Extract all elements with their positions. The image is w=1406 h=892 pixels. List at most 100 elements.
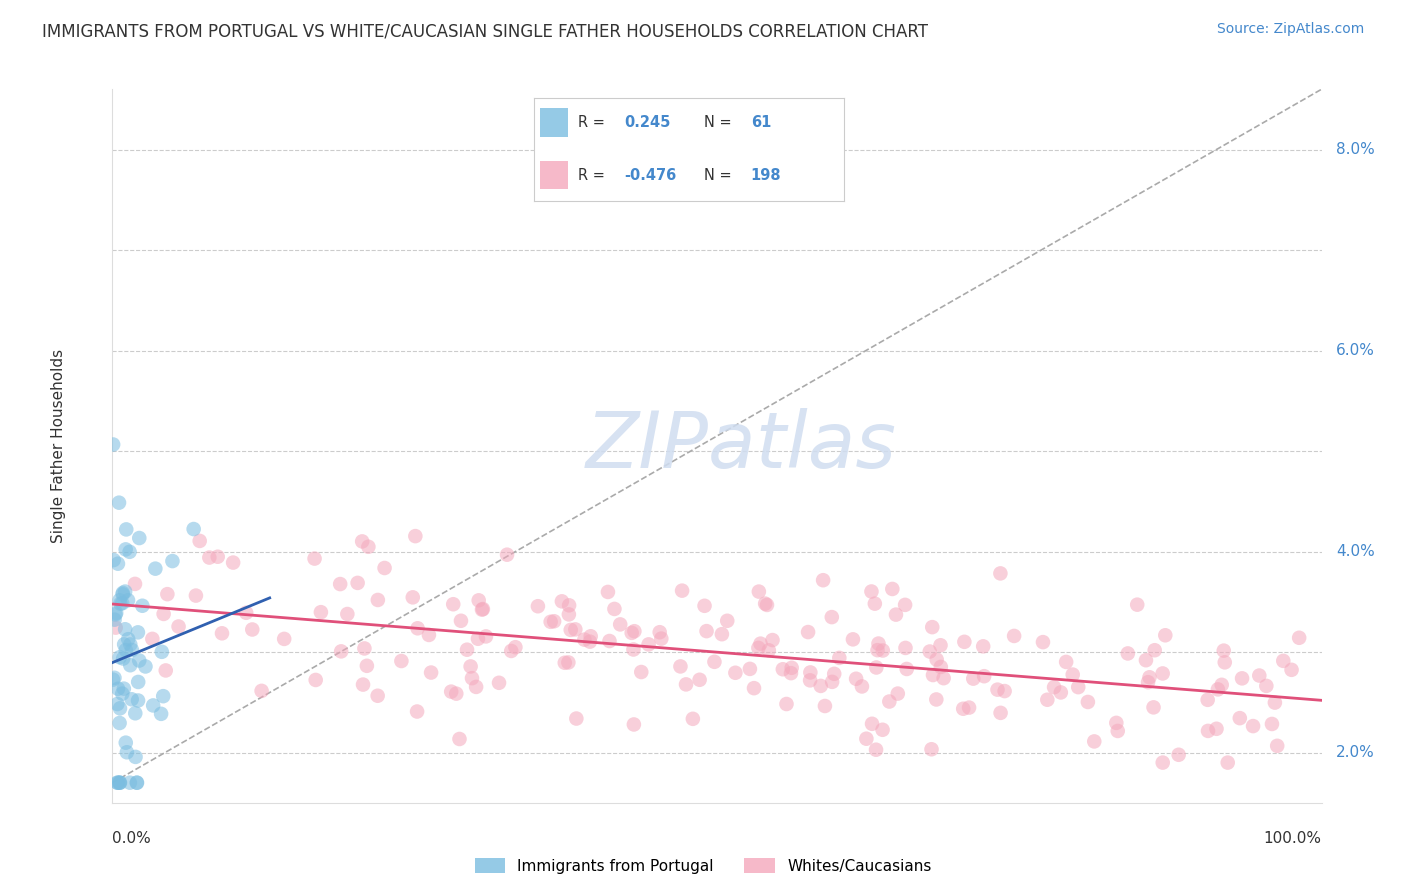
Text: 0.245: 0.245: [624, 115, 671, 130]
Point: [863, 597, 886, 611]
Point: [1105, 715, 1128, 730]
Point: [273, 632, 295, 646]
Point: [1205, 722, 1227, 736]
Point: [108, 775, 131, 789]
Point: [797, 625, 820, 640]
Point: [128, 653, 150, 667]
Point: [127, 693, 149, 707]
Point: [121, 692, 143, 706]
Point: [990, 566, 1012, 581]
Point: [156, 587, 179, 601]
Legend: Immigrants from Portugal, Whites/Caucasians: Immigrants from Portugal, Whites/Caucasi…: [468, 852, 938, 880]
Point: [772, 662, 794, 676]
Point: [814, 698, 837, 713]
Point: [465, 680, 488, 694]
Point: [1249, 668, 1271, 682]
Bar: [540, 109, 568, 136]
Point: [1002, 629, 1025, 643]
Point: [669, 659, 692, 673]
Point: [738, 662, 761, 676]
Point: [471, 602, 494, 616]
Point: [986, 682, 1008, 697]
Point: [1197, 723, 1219, 738]
Point: [609, 617, 631, 632]
Point: [114, 622, 136, 636]
Point: [1036, 692, 1059, 706]
Point: [972, 640, 994, 654]
Point: [505, 640, 527, 655]
Point: [865, 742, 887, 756]
Point: [994, 684, 1017, 698]
Point: [855, 731, 877, 746]
Point: [461, 671, 484, 685]
Point: [716, 614, 738, 628]
Point: [896, 662, 918, 676]
Point: [110, 597, 132, 611]
Point: [623, 717, 645, 731]
Point: [1054, 655, 1077, 669]
Point: [120, 658, 142, 673]
Point: [1288, 631, 1310, 645]
Point: [821, 610, 844, 624]
Point: [152, 607, 174, 621]
Text: 198: 198: [751, 168, 782, 183]
Point: [1126, 598, 1149, 612]
Point: [887, 687, 910, 701]
Point: [1154, 628, 1177, 642]
Point: [1142, 700, 1164, 714]
Point: [884, 607, 907, 622]
Point: [1206, 682, 1229, 697]
Point: [1264, 696, 1286, 710]
Point: [124, 706, 146, 721]
Point: [406, 705, 429, 719]
Point: [336, 607, 359, 621]
Point: [1197, 693, 1219, 707]
Point: [1241, 719, 1264, 733]
Point: [114, 736, 136, 750]
Point: [121, 643, 143, 657]
Point: [953, 635, 976, 649]
Point: [183, 522, 205, 536]
Point: [167, 619, 190, 633]
Point: [471, 602, 494, 616]
Text: 0.0%: 0.0%: [112, 831, 152, 847]
Point: [696, 624, 718, 639]
Point: [682, 712, 704, 726]
Text: 100.0%: 100.0%: [1264, 831, 1322, 847]
Point: [894, 598, 917, 612]
Point: [749, 637, 772, 651]
Point: [112, 637, 135, 651]
Point: [1083, 734, 1105, 748]
Point: [1143, 643, 1166, 657]
Point: [162, 554, 184, 568]
Point: [131, 599, 153, 613]
Point: [188, 533, 211, 548]
Point: [558, 599, 581, 613]
Point: [564, 623, 586, 637]
Point: [710, 627, 733, 641]
Point: [742, 681, 765, 695]
Point: [114, 584, 136, 599]
Point: [104, 621, 127, 635]
Point: [952, 702, 974, 716]
Point: [543, 614, 565, 628]
Point: [747, 640, 769, 655]
Point: [117, 593, 139, 607]
Point: [882, 582, 904, 596]
Point: [811, 573, 834, 587]
Point: [799, 665, 821, 680]
Point: [108, 775, 131, 789]
Point: [868, 636, 890, 650]
Point: [761, 633, 783, 648]
Text: 8.0%: 8.0%: [1336, 142, 1375, 157]
Point: [579, 629, 602, 643]
Point: [103, 613, 125, 627]
Text: R =: R =: [578, 115, 605, 130]
Point: [446, 687, 468, 701]
Point: [118, 775, 141, 789]
Point: [579, 634, 602, 648]
Point: [558, 607, 581, 622]
Point: [150, 706, 173, 721]
Point: [860, 584, 883, 599]
Point: [756, 598, 779, 612]
